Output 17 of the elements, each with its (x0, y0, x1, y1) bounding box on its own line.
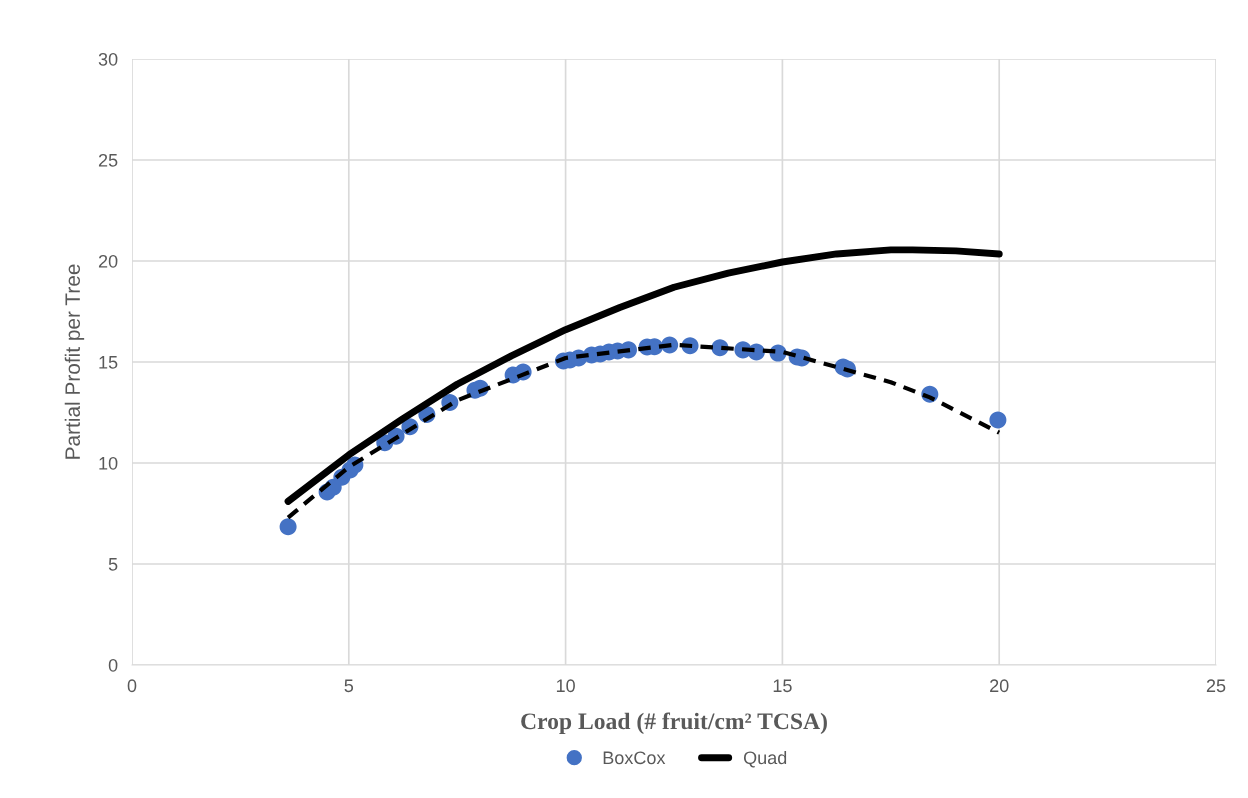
legend-label: Quad (743, 750, 787, 768)
y-tick-label: 15 (99, 356, 118, 369)
x-tick-label: 15 (773, 679, 792, 693)
y-tick-label: 30 (98, 52, 118, 66)
y-tick-label: 20 (98, 254, 118, 268)
y-tick-label: 0 (108, 658, 118, 672)
y-tick-label: 10 (99, 456, 118, 470)
x-tick-label: 0 (127, 679, 137, 693)
x-tick-label: 25 (1206, 679, 1226, 693)
x-tick-label: 5 (344, 679, 354, 693)
y-tick-label: 25 (98, 153, 118, 167)
x-tick-label: 10 (556, 679, 575, 693)
legend-label: BoxCox (603, 751, 666, 765)
x-axis-title: Crop Load (# fruit/cm² TCSA) (521, 712, 827, 735)
y-axis-title: Partial Profit per Tree (64, 264, 85, 459)
y-tick-label: 5 (108, 558, 118, 571)
x-tick-label: 20 (990, 679, 1009, 693)
